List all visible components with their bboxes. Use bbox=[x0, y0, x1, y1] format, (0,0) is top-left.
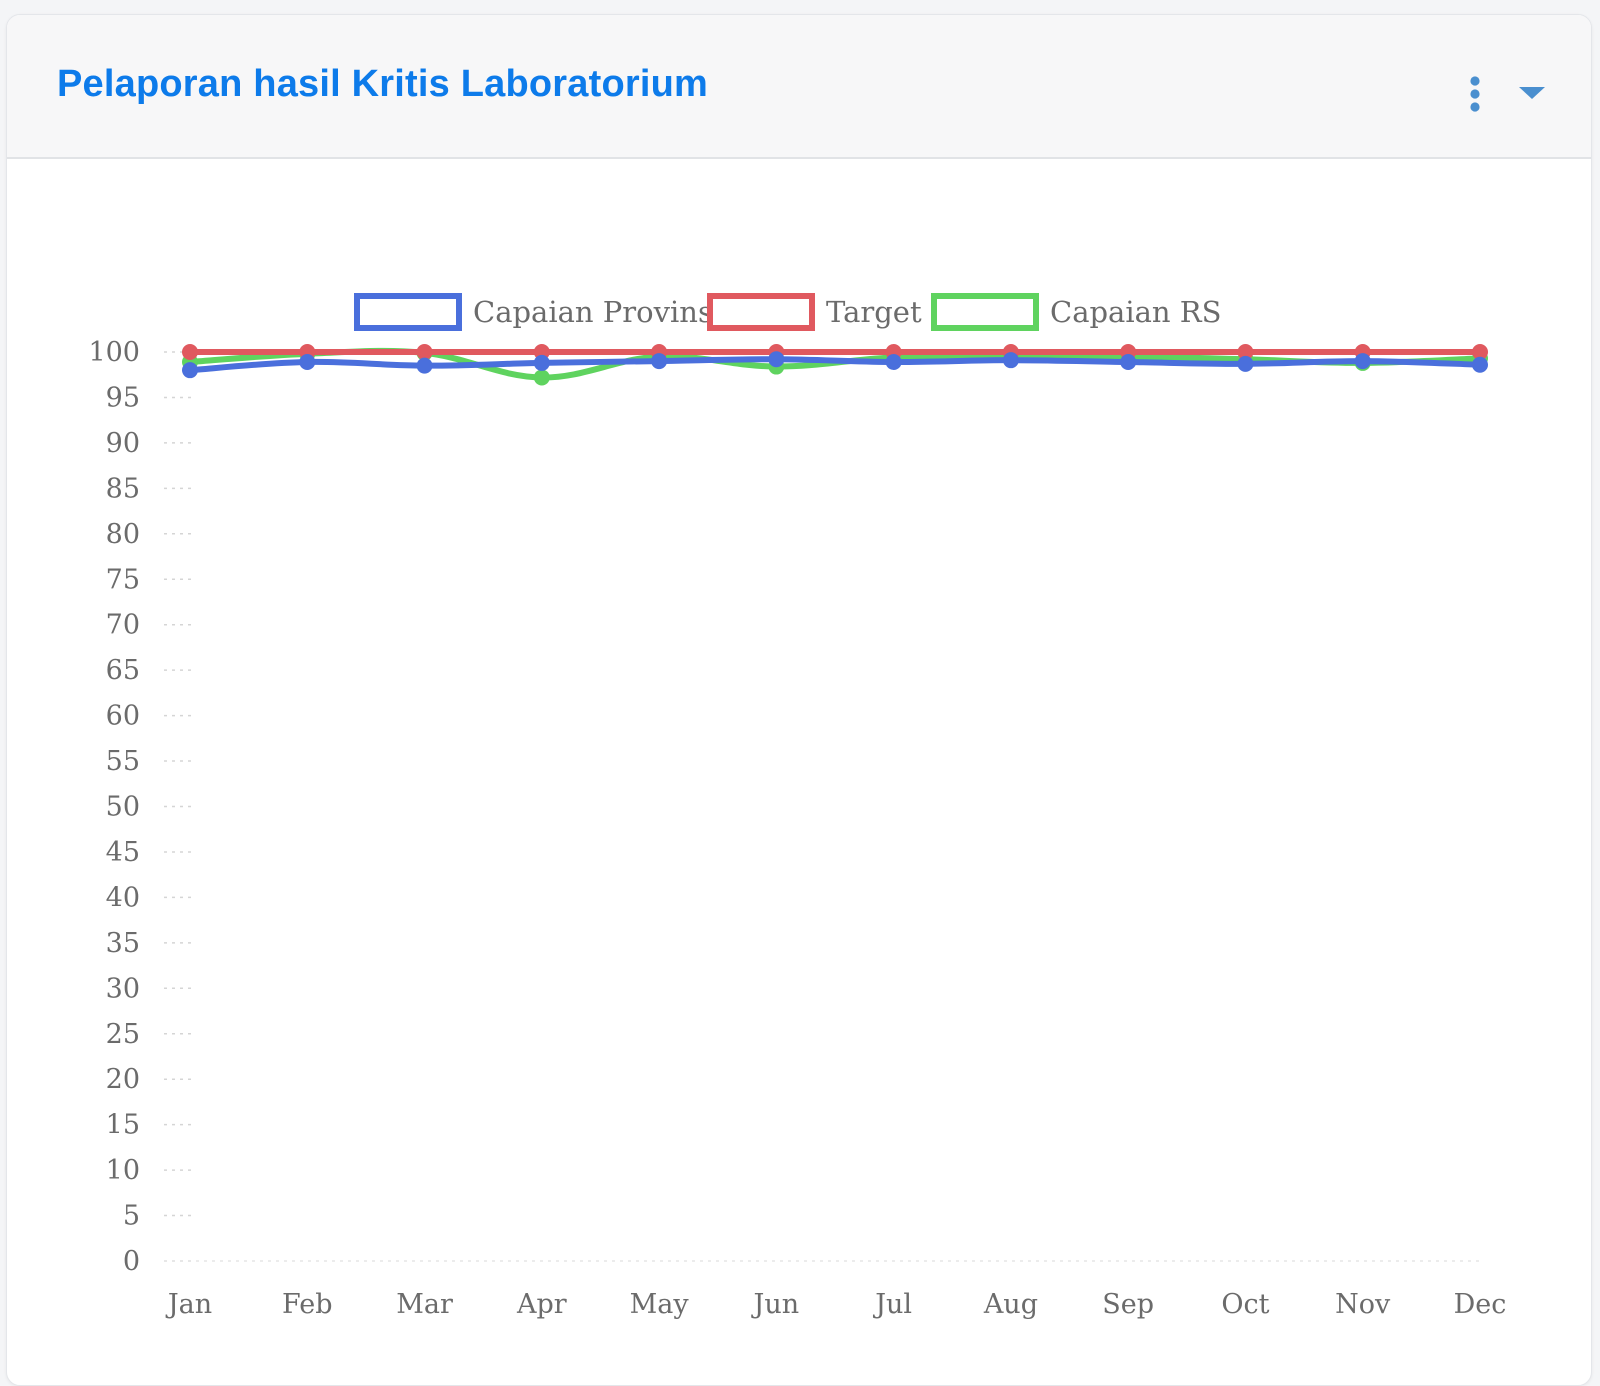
y-tick-label: 40 bbox=[106, 882, 140, 913]
x-tick-label: Jan bbox=[165, 1289, 212, 1320]
y-tick-label: 30 bbox=[106, 973, 140, 1004]
x-tick-label: Feb bbox=[282, 1289, 333, 1320]
data-point-capaian-rs bbox=[533, 369, 550, 386]
legend-label-target: Target bbox=[826, 295, 922, 329]
data-point-capaian-provinsi bbox=[416, 357, 433, 374]
y-tick-label: 15 bbox=[106, 1110, 140, 1141]
y-tick-label: 85 bbox=[106, 473, 140, 504]
x-tick-label: Apr bbox=[516, 1289, 567, 1320]
caret-down-icon[interactable] bbox=[1515, 77, 1549, 107]
legend-swatch-target bbox=[707, 293, 815, 331]
x-tick-label: May bbox=[630, 1289, 690, 1320]
kebab-vertical-icon[interactable] bbox=[1463, 71, 1487, 121]
data-point-capaian-provinsi bbox=[299, 353, 316, 370]
y-tick-label: 10 bbox=[106, 1155, 140, 1186]
card-header: Pelaporan hasil Kritis Laboratorium bbox=[7, 15, 1591, 159]
y-tick-label: 50 bbox=[106, 792, 140, 823]
data-point-capaian-provinsi bbox=[1237, 355, 1254, 372]
data-point-capaian-provinsi bbox=[885, 353, 902, 370]
card-title: Pelaporan hasil Kritis Laboratorium bbox=[57, 63, 709, 105]
y-tick-label: 70 bbox=[106, 610, 140, 641]
x-tick-label: Nov bbox=[1335, 1289, 1391, 1320]
y-tick-label: 0 bbox=[123, 1246, 140, 1277]
y-tick-label: 25 bbox=[106, 1019, 140, 1050]
data-point-capaian-provinsi bbox=[651, 353, 668, 370]
data-point-target bbox=[182, 344, 198, 360]
legend-label-capaian-rs: Capaian RS bbox=[1050, 295, 1222, 329]
y-tick-label: 5 bbox=[123, 1201, 140, 1232]
y-tick-label: 45 bbox=[106, 837, 140, 868]
series-line-capaian-provinsi bbox=[187, 356, 1483, 374]
data-point-capaian-provinsi bbox=[182, 362, 198, 379]
data-point-capaian-provinsi bbox=[1120, 353, 1137, 370]
data-point-target bbox=[416, 344, 433, 360]
x-tick-label: Jul bbox=[872, 1289, 912, 1320]
x-tick-label: Jun bbox=[751, 1289, 800, 1320]
y-tick-label: 95 bbox=[106, 382, 140, 413]
data-point-capaian-provinsi bbox=[1472, 356, 1488, 373]
data-point-target bbox=[1472, 344, 1488, 360]
x-tick-label: Mar bbox=[396, 1289, 453, 1320]
y-tick-label: 80 bbox=[106, 519, 140, 550]
y-tick-label: 55 bbox=[106, 746, 140, 777]
x-tick-label: Oct bbox=[1221, 1289, 1269, 1320]
y-tick-label: 60 bbox=[106, 701, 140, 732]
legend-swatch-capaian-provinsi bbox=[354, 293, 462, 331]
y-tick-label: 75 bbox=[106, 564, 140, 595]
data-point-capaian-provinsi bbox=[768, 351, 785, 368]
y-tick-label: 35 bbox=[106, 928, 140, 959]
x-tick-label: Sep bbox=[1102, 1289, 1154, 1320]
y-tick-label: 20 bbox=[106, 1064, 140, 1095]
legend-swatch-capaian-rs bbox=[931, 293, 1039, 331]
chart-card: Pelaporan hasil Kritis Laboratorium bbox=[6, 14, 1592, 1386]
data-point-target bbox=[1237, 344, 1254, 360]
data-point-capaian-provinsi bbox=[1354, 353, 1371, 370]
x-tick-label: Dec bbox=[1454, 1289, 1507, 1320]
y-tick-label: 65 bbox=[106, 655, 140, 686]
data-point-capaian-provinsi bbox=[1002, 352, 1019, 369]
legend-label-capaian-provinsi: Capaian Provinsi bbox=[473, 295, 722, 329]
data-point-capaian-provinsi bbox=[533, 354, 550, 371]
x-tick-label: Aug bbox=[983, 1289, 1038, 1320]
y-tick-label: 90 bbox=[106, 428, 140, 459]
y-tick-label: 100 bbox=[88, 337, 140, 368]
